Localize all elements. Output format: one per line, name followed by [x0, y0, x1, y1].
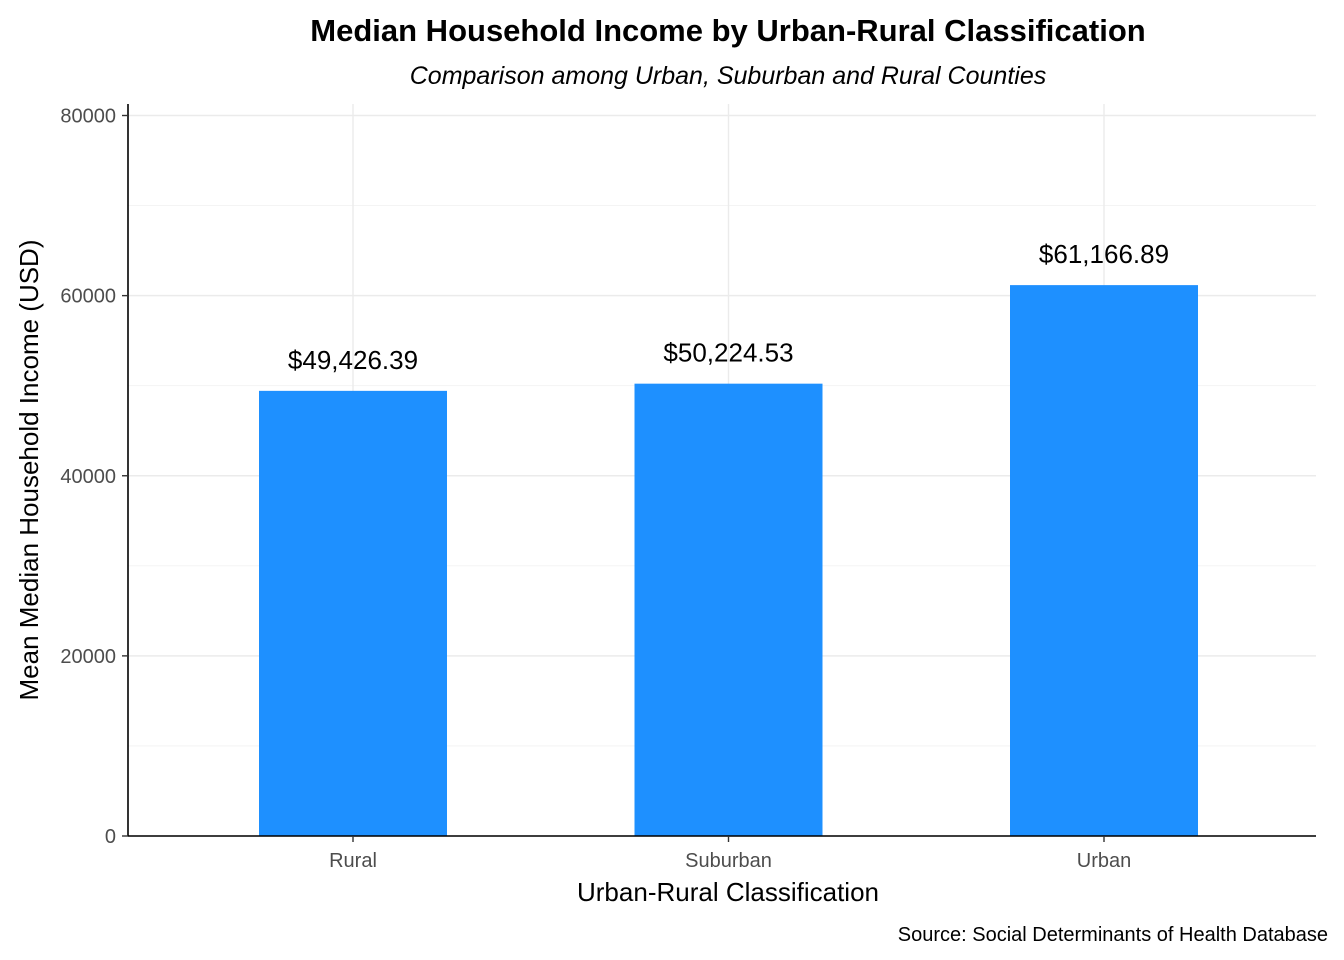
data-label-urban: $61,166.89	[1039, 239, 1169, 269]
bars	[259, 285, 1198, 836]
x-tick-label: Urban	[1077, 850, 1131, 872]
y-tick-label: 0	[105, 826, 116, 848]
data-label-suburban: $50,224.53	[663, 338, 793, 368]
data-labels: $49,426.39 $50,224.53 $61,166.89	[288, 239, 1169, 375]
bar-rural	[259, 390, 447, 836]
chart-subtitle: Comparison among Urban, Suburban and Rur…	[410, 62, 1046, 90]
ticks: 0 20000 40000 60000 80000 Rural Suburban Urban	[60, 106, 1131, 873]
x-tick-label: Rural	[329, 850, 377, 872]
chart-title: Median Household Income by Urban-Rural C…	[310, 13, 1145, 48]
bar-urban	[1010, 285, 1198, 836]
y-tick-label: 80000	[60, 106, 116, 128]
x-axis-title: Urban-Rural Classification	[577, 877, 879, 907]
y-axis-title: Mean Median Household Income (USD)	[14, 240, 44, 701]
y-tick-label: 60000	[60, 286, 116, 308]
source-caption: Source: Social Determinants of Health Da…	[898, 924, 1328, 946]
axes	[127, 104, 1316, 837]
data-label-rural: $49,426.39	[288, 345, 418, 375]
y-tick-label: 20000	[60, 646, 116, 668]
bar-suburban	[634, 383, 823, 836]
x-tick-label: Suburban	[685, 850, 772, 872]
y-tick-label: 40000	[60, 466, 116, 488]
